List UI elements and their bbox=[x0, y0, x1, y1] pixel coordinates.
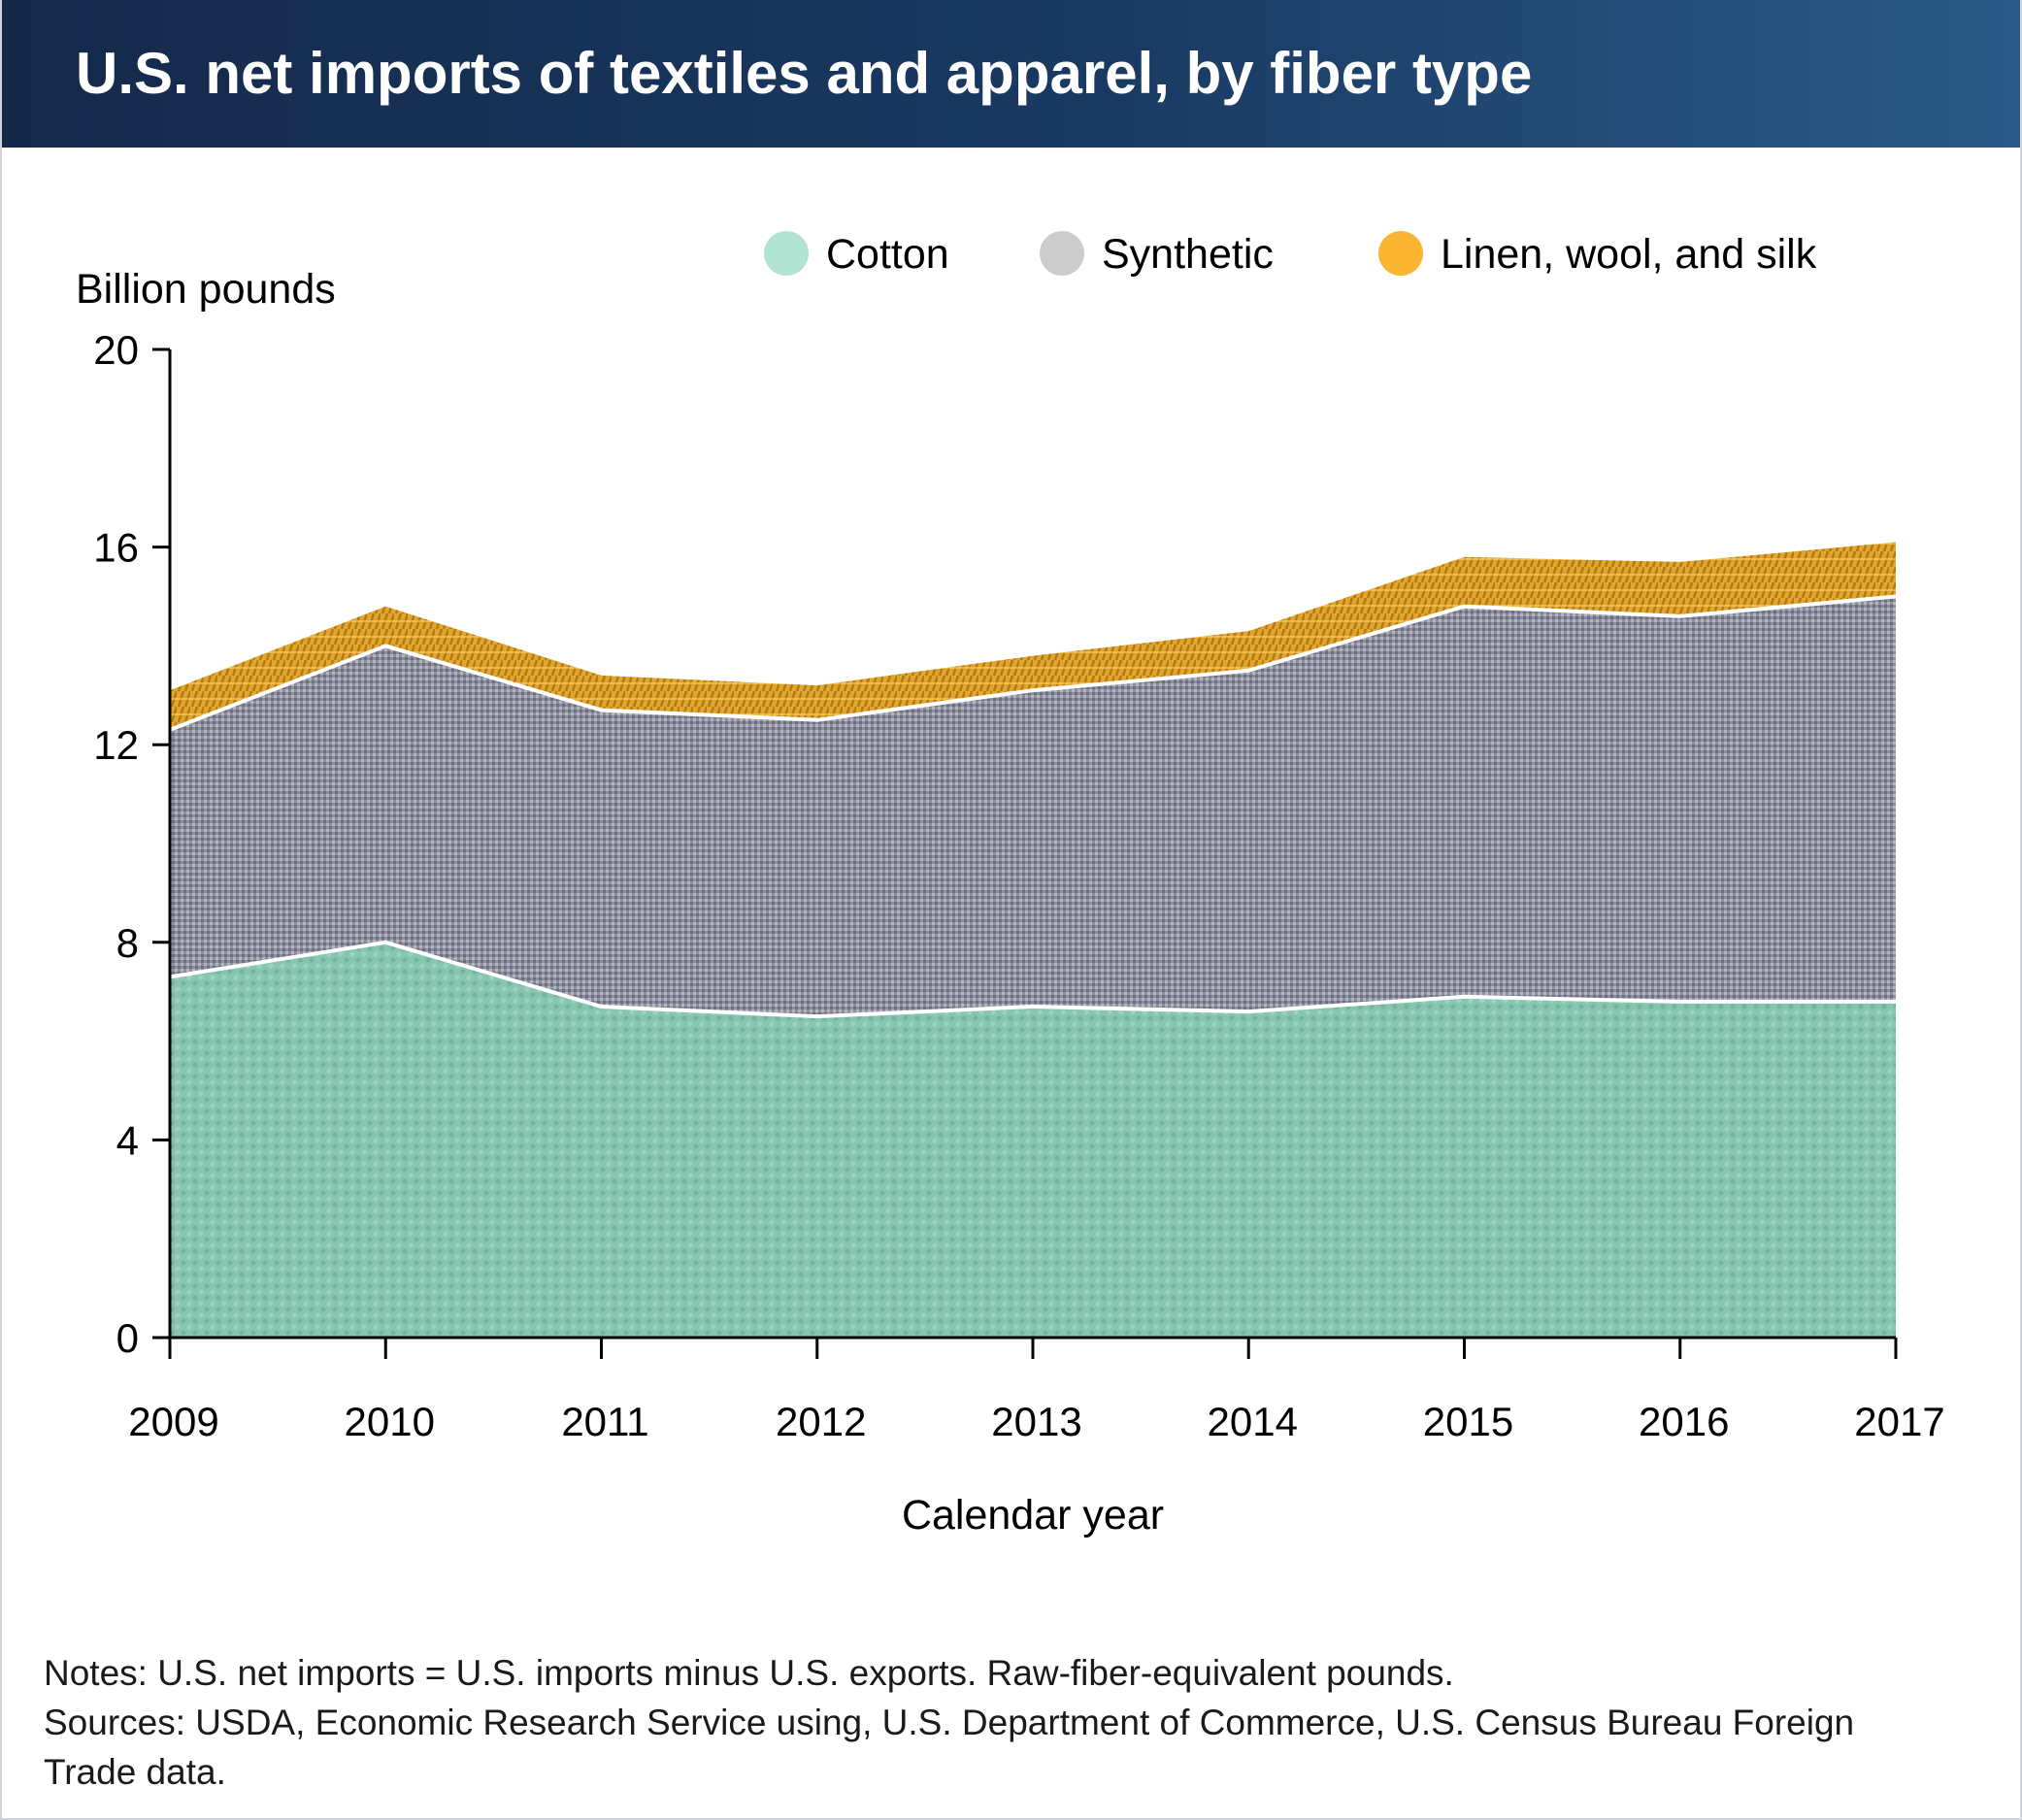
y-axis-title: Billion pounds bbox=[76, 266, 336, 313]
chart-header: U.S. net imports of textiles and apparel… bbox=[0, 0, 2022, 148]
x-tick-label: 2012 bbox=[776, 1399, 866, 1444]
x-tick-label: 2014 bbox=[1208, 1399, 1298, 1444]
legend-swatch bbox=[1378, 231, 1423, 276]
x-tick-label: 2017 bbox=[1854, 1399, 1944, 1444]
y-tick-label: 16 bbox=[93, 525, 139, 571]
legend: Cotton Synthetic Linen, wool, and silk bbox=[764, 231, 1817, 278]
y-tick-label: 8 bbox=[116, 920, 139, 966]
synthetic-area bbox=[170, 596, 1896, 1017]
cotton-area bbox=[170, 942, 1896, 1338]
chart-notes: Notes: U.S. net imports = U.S. imports m… bbox=[44, 1648, 1975, 1797]
y-tick-label: 20 bbox=[93, 327, 139, 373]
legend-label: Cotton bbox=[826, 231, 949, 278]
legend-swatch bbox=[1040, 231, 1084, 276]
x-tick-label: 2010 bbox=[345, 1399, 435, 1444]
x-tick-label: 2013 bbox=[991, 1399, 1081, 1444]
y-tick-label: 0 bbox=[116, 1315, 139, 1361]
y-tick-label: 12 bbox=[93, 722, 139, 768]
x-tick-label: 2016 bbox=[1639, 1399, 1729, 1444]
x-axis-title: Calendar year bbox=[902, 1492, 1164, 1539]
legend-label: Synthetic bbox=[1102, 231, 1274, 278]
chart-title: U.S. net imports of textiles and apparel… bbox=[76, 41, 1533, 106]
sources-line-continued: Trade data. bbox=[44, 1752, 226, 1792]
y-tick-label: 4 bbox=[116, 1117, 139, 1163]
notes-line: Notes: U.S. net imports = U.S. imports m… bbox=[44, 1653, 1454, 1693]
sources-line: Sources: USDA, Economic Research Service… bbox=[44, 1703, 1855, 1742]
legend-swatch bbox=[764, 231, 809, 276]
x-tick-label: 2015 bbox=[1423, 1399, 1513, 1444]
series-boundary-line bbox=[169, 594, 1897, 732]
area-chart: 0 4 8 12 16 20 2009 2010 2011 2012 2013 2014 2015 20… bbox=[76, 231, 1945, 1539]
linen-wool-silk-area bbox=[170, 542, 1896, 730]
x-tick-label: 2009 bbox=[128, 1399, 218, 1444]
x-tick-label: 2011 bbox=[561, 1399, 648, 1444]
series-boundary-line bbox=[169, 940, 1896, 1019]
legend-label: Linen, wool, and silk bbox=[1441, 231, 1817, 278]
